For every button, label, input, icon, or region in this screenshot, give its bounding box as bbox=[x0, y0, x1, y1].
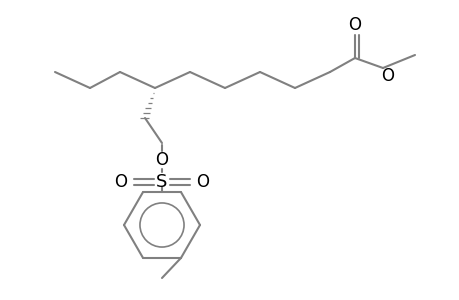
Text: O: O bbox=[381, 67, 394, 85]
Text: O: O bbox=[114, 173, 127, 191]
Text: O: O bbox=[155, 151, 168, 169]
Text: S: S bbox=[156, 173, 168, 191]
Text: O: O bbox=[348, 16, 361, 34]
Text: O: O bbox=[196, 173, 209, 191]
